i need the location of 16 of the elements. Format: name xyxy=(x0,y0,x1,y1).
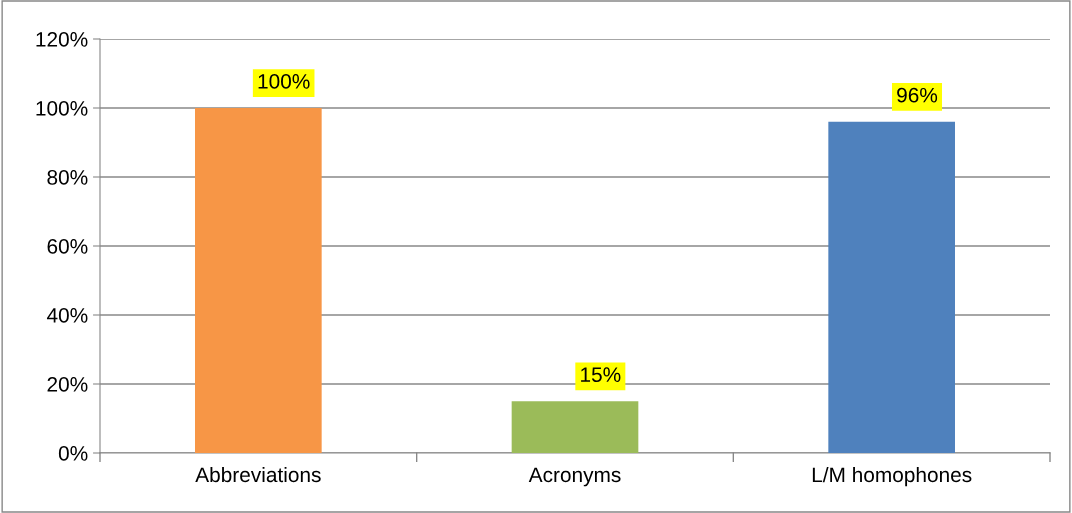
data-label: 96% xyxy=(897,87,938,103)
bar xyxy=(511,401,639,453)
x-tick-label: Abbreviations xyxy=(195,466,321,483)
bar xyxy=(828,121,955,453)
y-tick-label: 60% xyxy=(47,239,88,254)
data-label: 15% xyxy=(581,367,621,382)
y-tick-label: 80% xyxy=(47,170,88,185)
y-tick-label: 120% xyxy=(36,32,88,47)
y-tick-label: 0% xyxy=(58,446,88,461)
y-tick-label: 40% xyxy=(46,308,88,323)
x-tick-label: L/M homophones xyxy=(812,466,972,487)
x-tick-label: Acronyms xyxy=(528,467,621,487)
y-tick-label: 20% xyxy=(47,377,88,392)
bar xyxy=(195,108,322,453)
data-label: 100% xyxy=(258,74,310,89)
y-tick-label: 100% xyxy=(36,101,88,116)
